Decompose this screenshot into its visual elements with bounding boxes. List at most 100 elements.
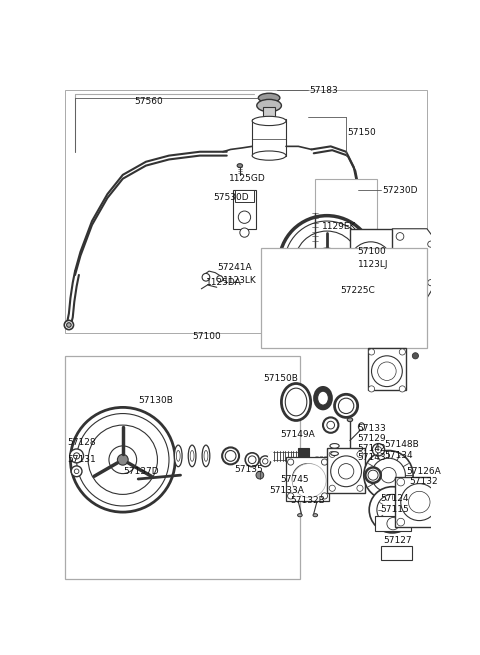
Ellipse shape [453,481,458,485]
Circle shape [73,453,80,459]
Circle shape [372,443,384,456]
Text: 57560: 57560 [134,97,163,106]
Circle shape [322,459,328,465]
Bar [263,107,275,121]
Ellipse shape [453,523,458,527]
Bar [262,248,427,348]
Circle shape [217,276,223,282]
Bar [381,546,411,560]
Ellipse shape [313,514,318,517]
Bar [235,190,254,202]
Bar [65,90,427,333]
Ellipse shape [225,451,236,461]
Text: 57115: 57115 [381,505,409,514]
Circle shape [381,468,396,483]
Text: 57149A: 57149A [281,430,315,439]
Text: 57132: 57132 [409,477,438,486]
Ellipse shape [382,297,387,301]
Text: 57745: 57745 [281,474,309,483]
Circle shape [64,320,73,329]
Circle shape [401,483,438,521]
Bar [286,457,329,500]
Circle shape [387,517,399,530]
Circle shape [408,491,430,513]
Ellipse shape [204,451,208,461]
Ellipse shape [257,100,281,112]
Circle shape [292,464,326,498]
Circle shape [67,323,71,328]
Ellipse shape [237,164,242,168]
Circle shape [88,425,157,495]
Circle shape [349,242,392,285]
Bar [327,448,365,493]
Circle shape [322,493,328,499]
Ellipse shape [174,445,182,466]
Circle shape [260,456,271,466]
Circle shape [71,407,175,512]
Circle shape [77,413,169,506]
Text: 57128: 57128 [67,438,96,447]
Circle shape [434,478,442,486]
Circle shape [321,257,333,270]
Text: 57100: 57100 [192,332,221,341]
Bar [233,190,256,229]
Circle shape [369,386,374,392]
Text: 57133: 57133 [358,424,386,434]
Text: 57129: 57129 [358,434,386,443]
Ellipse shape [176,451,180,461]
Ellipse shape [222,447,239,464]
Circle shape [240,228,249,237]
Circle shape [369,487,415,533]
Circle shape [295,231,359,296]
Text: 1129EK: 1129EK [322,222,356,231]
Text: 57142: 57142 [358,443,386,453]
Text: 57241A: 57241A [217,263,252,272]
Circle shape [74,469,79,474]
Ellipse shape [190,451,194,461]
Ellipse shape [359,255,383,271]
Bar [368,348,406,390]
Polygon shape [392,229,439,298]
Circle shape [372,458,406,492]
Circle shape [412,353,419,359]
Circle shape [357,451,363,457]
Circle shape [375,447,382,453]
Text: 57124: 57124 [381,494,409,503]
Circle shape [397,478,405,486]
Ellipse shape [298,514,302,517]
Circle shape [428,280,434,286]
Text: 57230D: 57230D [382,186,418,195]
Circle shape [279,215,374,311]
Circle shape [285,221,369,306]
Ellipse shape [188,445,196,466]
Text: 57126A: 57126A [406,467,441,476]
Circle shape [369,349,374,355]
Circle shape [372,356,402,386]
Ellipse shape [335,394,358,417]
Circle shape [329,451,336,457]
Ellipse shape [258,93,280,102]
Ellipse shape [281,384,311,421]
Bar [315,179,377,229]
Bar [299,448,309,464]
Ellipse shape [330,443,339,448]
Ellipse shape [264,272,271,278]
Ellipse shape [347,418,353,422]
Circle shape [256,472,264,479]
Text: 57137D: 57137D [123,467,158,476]
Circle shape [399,386,406,392]
Text: 57100: 57100 [358,248,386,256]
Ellipse shape [252,117,286,126]
Text: 1125GD: 1125GD [229,174,266,183]
Bar [375,516,411,531]
Text: 57134: 57134 [384,451,413,460]
Text: 57130B: 57130B [138,396,173,405]
Text: 57530D: 57530D [214,193,249,202]
Ellipse shape [202,445,210,466]
Ellipse shape [252,151,286,160]
Circle shape [109,446,137,474]
Text: 57225C: 57225C [340,286,375,295]
Bar [350,229,392,298]
Circle shape [428,241,434,247]
Text: 57143: 57143 [358,453,386,462]
